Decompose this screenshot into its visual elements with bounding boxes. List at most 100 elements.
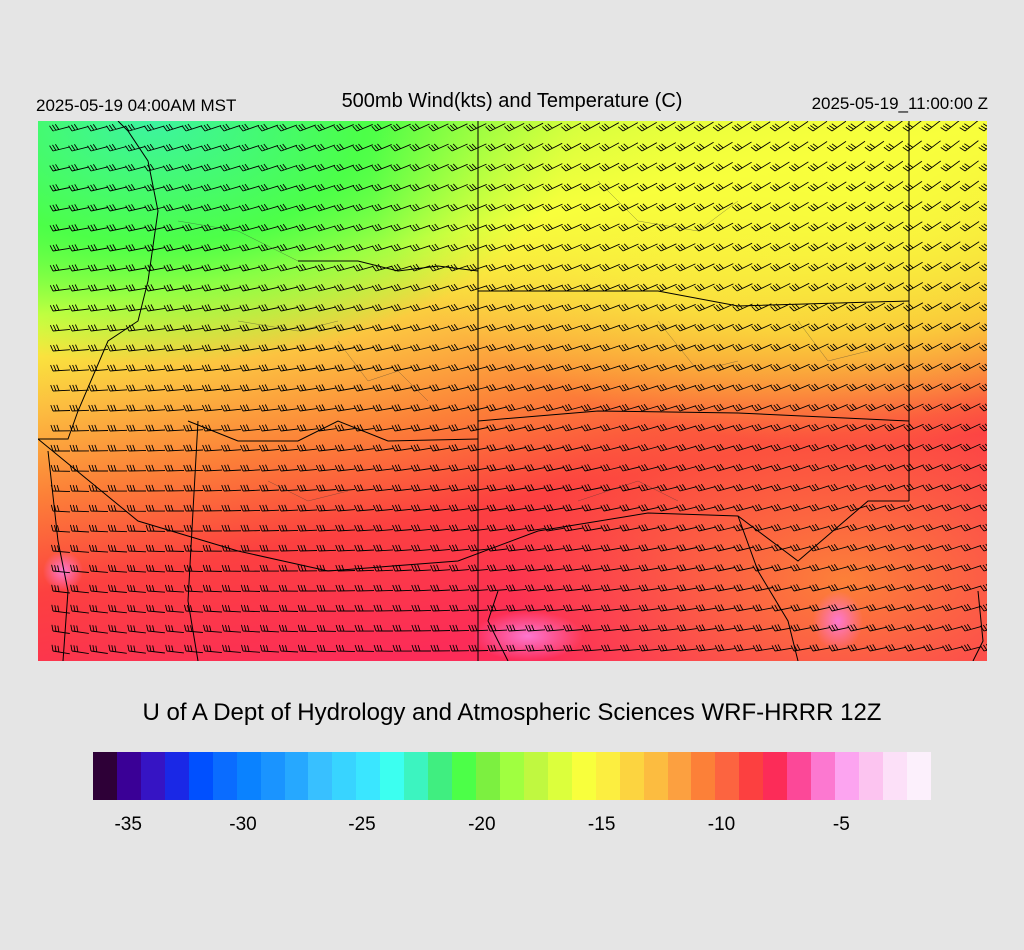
wind-barb — [866, 623, 887, 632]
wind-barb — [505, 484, 526, 492]
wind-barb — [922, 543, 944, 552]
wind-barb — [505, 343, 526, 352]
wind-barb — [656, 162, 677, 172]
wind-barb — [941, 362, 962, 372]
wind-barb — [752, 624, 773, 632]
wind-barb — [733, 483, 754, 492]
wind-barb — [941, 503, 963, 512]
wind-barb — [467, 464, 488, 472]
wind-barb — [807, 161, 828, 172]
wind-barb — [277, 243, 298, 252]
wind-barb — [789, 423, 811, 432]
wind-barb — [599, 142, 620, 152]
wind-barb — [504, 203, 525, 212]
wind-barb — [106, 284, 127, 292]
wind-barb — [637, 182, 658, 192]
wind-barb — [371, 163, 392, 172]
wind-barb — [770, 403, 792, 412]
wind-barb — [127, 644, 146, 654]
wind-barb — [713, 443, 735, 452]
wind-barb — [144, 224, 165, 232]
wind-barb — [182, 304, 203, 312]
wind-barb — [771, 604, 792, 612]
wind-barb — [921, 282, 942, 292]
wind-barb — [581, 604, 602, 612]
wind-barb — [49, 264, 70, 272]
wind-barb — [638, 524, 659, 532]
wind-barb — [599, 363, 621, 372]
wind-barb — [866, 583, 887, 592]
wind-barb — [523, 343, 545, 352]
wind-barb — [202, 564, 223, 572]
wind-barb — [676, 564, 697, 572]
wind-barb — [978, 223, 987, 232]
wind-barb — [657, 524, 678, 532]
wind-barb — [542, 263, 563, 272]
wind-barb — [165, 604, 184, 613]
wind-barb — [221, 564, 242, 572]
wind-barb — [807, 201, 828, 212]
wind-barb — [542, 223, 563, 232]
wind-barb — [581, 584, 602, 592]
wind-barb — [258, 243, 279, 252]
wind-barb — [352, 163, 374, 172]
wind-barb — [883, 181, 904, 192]
wind-barb — [335, 564, 356, 572]
wind-barb — [87, 284, 108, 292]
wind-barb — [902, 201, 923, 212]
wind-barb — [183, 544, 204, 552]
wind-barb — [866, 543, 887, 552]
wind-barb — [353, 404, 374, 412]
wind-barb — [163, 244, 184, 252]
wind-barb — [580, 263, 601, 272]
wind-barb — [751, 303, 772, 312]
wind-barb — [619, 624, 640, 632]
wind-barb — [144, 183, 165, 192]
wind-barb — [163, 223, 184, 232]
wind-barb — [695, 483, 716, 492]
wind-barb — [125, 364, 146, 372]
wind-barb — [163, 203, 184, 212]
wind-barb — [883, 140, 904, 152]
wind-barb — [789, 303, 810, 312]
wind-barb — [695, 544, 716, 552]
wind-barb — [485, 323, 507, 332]
wind-barb — [466, 183, 487, 192]
wind-barb — [960, 382, 981, 392]
wind-barb — [108, 604, 127, 614]
wind-barb — [506, 644, 527, 652]
wind-barb — [733, 644, 754, 652]
wind-barb — [126, 464, 147, 472]
wind-barb — [165, 644, 184, 654]
wind-barb — [600, 484, 621, 492]
wind-barb — [333, 223, 355, 232]
wind-barb — [523, 163, 544, 172]
wind-barb — [353, 464, 374, 472]
wind-barb — [656, 343, 678, 352]
wind-barb — [504, 263, 526, 272]
wind-barb — [752, 564, 773, 572]
wind-barb — [940, 160, 960, 172]
wind-barb — [903, 322, 924, 332]
wind-barb — [429, 384, 450, 392]
wind-barb — [884, 463, 906, 472]
wind-barb — [296, 223, 317, 232]
wind-barb — [316, 604, 337, 612]
wind-barb — [333, 123, 354, 132]
wind-barb — [675, 283, 696, 292]
wind-barb — [732, 222, 753, 232]
wind-barb — [108, 624, 127, 634]
wind-barb — [657, 644, 678, 652]
wind-barb — [771, 563, 792, 572]
wind-barb — [447, 223, 469, 232]
wind-barb — [826, 161, 847, 172]
wind-barb — [163, 284, 184, 292]
wind-barb — [125, 143, 146, 152]
wind-barb — [448, 444, 469, 452]
wind-barb — [657, 584, 678, 592]
wind-barb — [202, 584, 223, 593]
wind-barb — [486, 464, 507, 472]
wind-barb — [542, 142, 563, 152]
wind-barb — [87, 344, 108, 352]
wind-barb — [752, 503, 773, 512]
